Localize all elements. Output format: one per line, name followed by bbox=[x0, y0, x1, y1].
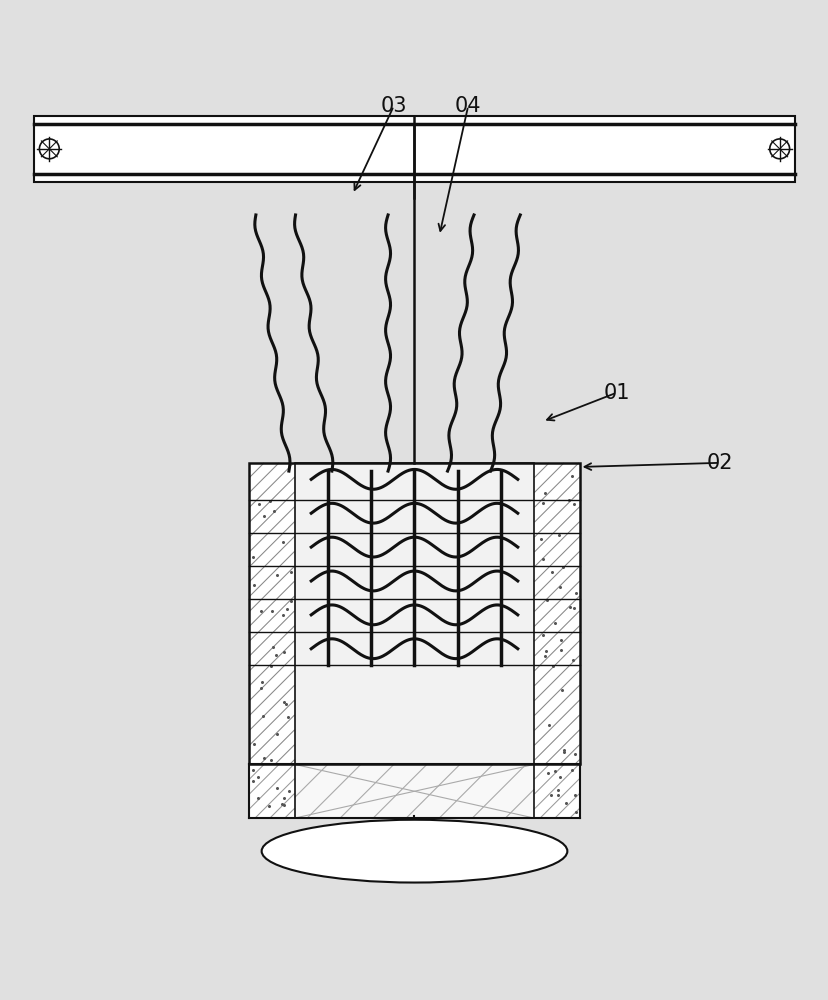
Circle shape bbox=[40, 139, 59, 159]
Bar bbox=[294, 463, 534, 764]
Bar bbox=[534, 463, 579, 764]
Text: 04: 04 bbox=[455, 96, 481, 116]
Circle shape bbox=[769, 139, 788, 159]
Bar bbox=[35, 116, 793, 182]
Text: 02: 02 bbox=[706, 453, 733, 473]
Text: 03: 03 bbox=[380, 96, 407, 116]
Bar bbox=[249, 463, 294, 764]
Bar bbox=[294, 463, 534, 764]
Text: 01: 01 bbox=[603, 383, 629, 403]
Bar bbox=[294, 764, 534, 818]
Bar bbox=[249, 463, 579, 764]
Ellipse shape bbox=[262, 820, 566, 883]
Bar bbox=[249, 764, 294, 818]
Bar bbox=[534, 764, 579, 818]
